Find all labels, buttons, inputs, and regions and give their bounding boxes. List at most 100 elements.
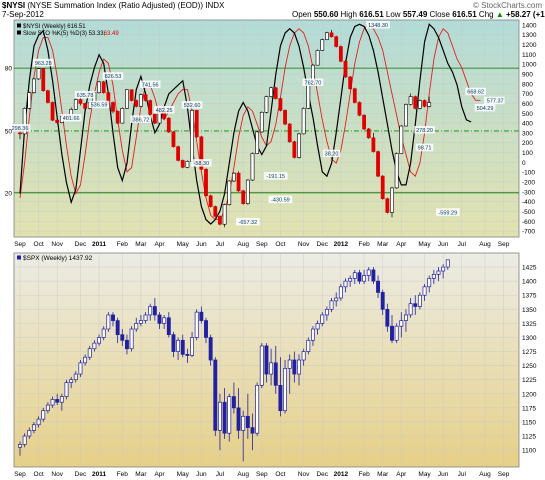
annotation-bg xyxy=(74,90,96,99)
y-tick-label: 1400 xyxy=(522,279,537,286)
nysi-candle-body xyxy=(83,103,88,109)
spx-candle-body xyxy=(241,415,246,431)
x-tick-label: Oct xyxy=(275,471,285,478)
spx-candle-body xyxy=(264,345,269,375)
y-tick-label: 500 xyxy=(522,111,533,118)
legend-swatch xyxy=(17,23,21,28)
nysi-candle-body xyxy=(194,110,199,138)
spx-candle-body xyxy=(148,306,153,316)
nysi-candle-body xyxy=(101,81,106,93)
nysi-candle-body xyxy=(241,190,246,204)
spx-candle-body xyxy=(120,334,125,341)
spx-candle-body xyxy=(36,418,41,426)
spx-candle-body xyxy=(87,348,92,358)
annotation-bg xyxy=(236,217,260,226)
x-tick-label: Sep xyxy=(256,241,268,248)
spx-candle-body xyxy=(311,328,315,341)
x-tick-label: Mar xyxy=(377,471,389,478)
nysi-candle-body xyxy=(413,96,418,109)
y-tick-label: 1275 xyxy=(522,349,537,356)
spx-candle-body xyxy=(431,274,436,279)
nysi-candle-body xyxy=(255,131,260,154)
nysi-candle-body xyxy=(115,111,120,124)
nysi-candle-body xyxy=(287,123,292,143)
nysi-candle-body xyxy=(380,175,385,200)
nysi-candle-body xyxy=(306,84,311,109)
annotation-label: 741.56 xyxy=(142,83,159,89)
annotation-label: -430.59 xyxy=(271,198,290,204)
spx-candle-body xyxy=(124,339,129,350)
nysi-candle-body xyxy=(338,46,343,62)
spx-candle-body xyxy=(31,424,36,431)
spx-candle-body xyxy=(45,404,50,412)
chart-date: 7-Sep-2012 xyxy=(2,10,44,19)
x-tick-label: Sep xyxy=(14,241,26,248)
nysi-candle-body xyxy=(250,153,255,181)
y-tick-label: 1100 xyxy=(522,448,536,455)
spx-candle-body xyxy=(97,337,101,344)
y-tick-label: 1425 xyxy=(522,265,537,272)
y-tick-label: 200 xyxy=(522,140,533,147)
sto-level-label: 50 xyxy=(5,128,13,135)
x-tick-label: 2011 xyxy=(92,241,106,248)
x-tick-label: 2011 xyxy=(92,471,106,478)
spx-candle-body xyxy=(417,294,422,307)
nysi-candle-body xyxy=(324,32,329,40)
nysi-candle-body xyxy=(18,132,22,135)
spx-candle-body xyxy=(390,325,394,341)
annotation-label: 98.71 xyxy=(418,146,432,152)
x-tick-label: Nov xyxy=(51,471,63,478)
annotation-label: 504.29 xyxy=(477,106,494,112)
y-tick-label: 1300 xyxy=(522,335,537,342)
nysi-candle-body xyxy=(185,161,190,168)
annotation-label: 635.78 xyxy=(77,93,94,99)
spx-candle-body xyxy=(101,328,106,338)
watermark: © StockCharts.com xyxy=(473,1,543,10)
lower-x-axis: Sep Oct Nov Dec 2011 Feb Mar Apr May Jun Jul Aug Sep… xyxy=(14,471,510,478)
spx-candle-body xyxy=(399,320,404,327)
nysi-candle-body xyxy=(352,88,357,103)
x-tick-label: Oct xyxy=(275,241,285,248)
x-tick-label: Apr xyxy=(154,471,165,478)
x-tick-label: Sep xyxy=(14,471,26,478)
nysi-candle-body xyxy=(41,68,46,91)
spx-candle-body xyxy=(185,354,190,356)
spx-candle-body xyxy=(301,351,306,361)
nysi-candle-body xyxy=(236,172,241,192)
nysi-candle-body xyxy=(166,117,171,133)
spx-candle-body xyxy=(273,362,278,386)
spx-candle-body xyxy=(287,359,292,369)
y-tick-label: 1200 xyxy=(522,42,537,49)
annotation-label: 668.62 xyxy=(467,90,484,96)
annotation-label: 482.25 xyxy=(156,108,173,114)
close-label: Close xyxy=(429,10,450,19)
nysi-candle-body xyxy=(264,96,269,113)
spx-candle-body xyxy=(441,266,446,272)
nysi-candle-body xyxy=(152,113,157,124)
chg-arrow-icon: ▲ xyxy=(495,10,504,19)
annotation-bg xyxy=(268,195,293,204)
nysi-candle-body xyxy=(422,100,427,107)
open-label: Open xyxy=(292,10,312,19)
spx-candle-body xyxy=(352,272,357,279)
annotation-bg xyxy=(484,96,505,105)
y-tick-label: 1000 xyxy=(522,62,537,69)
upper-y-axis: 1400130012001100100090080070060050040030… xyxy=(522,22,537,235)
annotation-bg xyxy=(322,149,341,158)
nysi-candle-body xyxy=(315,50,320,66)
y-tick-label: 800 xyxy=(522,81,533,88)
nysi-candle-body xyxy=(222,204,227,225)
y-tick-label: 100 xyxy=(522,150,533,157)
x-tick-label: Apr xyxy=(396,471,407,478)
upper-x-axis: Sep Oct Nov Dec 2011 Feb Mar Apr May Jun Jul Aug Sep… xyxy=(14,241,510,248)
annotation-bg xyxy=(435,208,460,216)
x-tick-label: Jun xyxy=(438,241,449,248)
spx-candle-body xyxy=(324,308,329,316)
x-tick-label: May xyxy=(177,241,190,248)
x-tick-label: Apr xyxy=(154,241,165,248)
nysi-candle-body xyxy=(120,108,125,124)
x-tick-label: Jun xyxy=(196,241,207,248)
nysi-candle-body xyxy=(390,187,394,213)
y-tick-label: 1100 xyxy=(522,52,536,59)
spx-candle-body xyxy=(176,339,181,352)
